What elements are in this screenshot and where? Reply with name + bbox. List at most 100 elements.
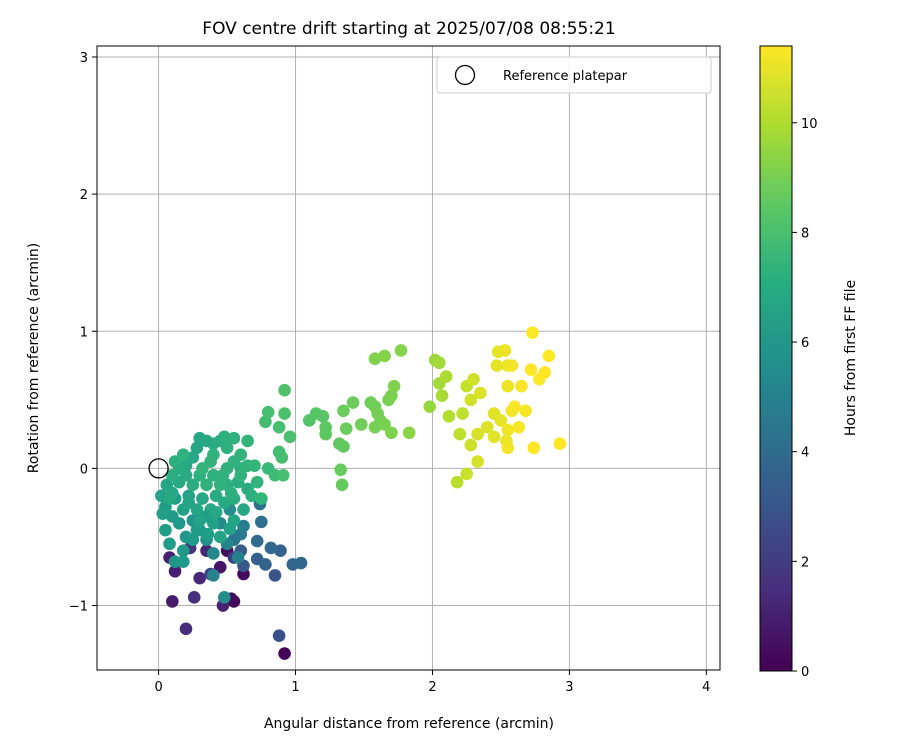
x-tick-label: 3: [565, 680, 573, 695]
scatter-point: [423, 400, 437, 413]
scatter-point: [166, 595, 179, 608]
scatter-point: [319, 427, 332, 441]
scatter-point: [259, 558, 272, 571]
scatter-point: [439, 370, 453, 383]
scatter-point: [237, 503, 250, 516]
scatter-point: [223, 522, 237, 536]
scatter-point: [231, 551, 245, 564]
scatter-point: [512, 420, 526, 434]
scatter-point: [196, 492, 209, 505]
scatter-point: [201, 527, 215, 541]
scatter-point: [241, 434, 254, 448]
y-tick-label: 3: [80, 51, 88, 66]
scatter-point: [186, 533, 200, 547]
scatter-point: [207, 569, 220, 582]
scatter-point: [505, 359, 519, 372]
colorbar-tick-label: 4: [801, 446, 809, 461]
scatter-point: [453, 427, 467, 441]
x-tick-label: 2: [428, 680, 436, 695]
scatter-point: [480, 420, 494, 434]
scatter-point: [354, 418, 368, 431]
scatter-point: [515, 379, 528, 393]
scatter-point: [464, 438, 478, 452]
y-tick-label: 1: [80, 325, 88, 340]
scatter-point: [464, 393, 478, 407]
scatter-point: [176, 448, 190, 461]
scatter-point: [234, 468, 248, 482]
scatter-point: [193, 514, 206, 527]
scatter-point: [498, 344, 512, 357]
y-tick-label: −1: [69, 600, 88, 615]
scatter-point: [213, 478, 227, 492]
scatter-point: [168, 564, 182, 578]
scatter-point: [508, 400, 521, 413]
scatter-point: [460, 467, 473, 481]
colorbar-tick-label: 10: [801, 117, 818, 132]
colorbar-gradient: [759, 45, 793, 672]
scatter-point: [487, 430, 501, 444]
scatter-point: [394, 344, 408, 357]
scatter-point: [159, 523, 172, 537]
scatter-point: [385, 389, 398, 403]
scatter-point: [538, 366, 552, 379]
scatter-point: [255, 515, 268, 529]
chart-title: FOV centre drift starting at 2025/07/08 …: [202, 19, 615, 39]
scatter-point: [218, 496, 231, 509]
scatter-point: [193, 431, 206, 445]
scatter-point: [316, 409, 330, 423]
scatter-point: [435, 389, 449, 403]
scatter-point: [163, 537, 176, 551]
x-axis-label: Angular distance from reference (arcmin): [264, 716, 554, 732]
scatter-point: [166, 510, 179, 523]
scatter-point: [471, 427, 484, 441]
scatter-point: [490, 359, 504, 372]
scatter-point: [213, 530, 227, 544]
scatter-point: [166, 468, 179, 482]
scatter-point: [274, 544, 287, 557]
scatter-point: [248, 459, 261, 472]
scatter-point: [402, 426, 416, 440]
scatter-point: [278, 647, 291, 660]
scatter-point: [207, 547, 220, 560]
scatter-point: [255, 492, 268, 505]
scatter-point: [216, 468, 230, 482]
x-tick-label: 0: [154, 680, 162, 695]
scatter-point: [272, 629, 286, 643]
scatter-point: [187, 591, 201, 604]
scatter-point: [250, 534, 264, 548]
colorbar-tick-label: 0: [801, 665, 809, 680]
scatter-point: [218, 430, 231, 444]
scatter-point: [337, 440, 350, 453]
scatter-point: [283, 430, 297, 444]
scatter-point: [261, 405, 275, 419]
colorbar-ticks: 0 2 4 6 8 10: [792, 117, 818, 680]
scatter-point: [385, 426, 398, 440]
colorbar-tick-label: 8: [801, 226, 809, 241]
scatter-point: [278, 383, 291, 397]
scatter-point: [268, 569, 282, 582]
legend: Reference platepar: [436, 56, 712, 94]
scatter-point: [207, 468, 220, 482]
scatter-point: [368, 352, 382, 365]
scatter-point: [250, 475, 264, 489]
scatter-point: [501, 423, 515, 437]
legend-box: [436, 56, 712, 94]
scatter-point: [467, 372, 480, 386]
data-points: [155, 326, 567, 660]
plot-frame: [96, 45, 721, 671]
scatter-point: [224, 486, 238, 500]
scatter-point: [190, 523, 204, 537]
scatter-point: [218, 591, 231, 604]
scatter-point: [245, 489, 259, 503]
scatter-point: [387, 379, 401, 393]
scatter-point: [474, 386, 487, 400]
scatter-point: [501, 441, 515, 455]
colorbar-label: Hours from first FF file: [843, 280, 859, 436]
scatter-point: [501, 379, 515, 393]
colorbar: 0 2 4 6 8 10 Hours from first FF file: [759, 45, 859, 680]
scatter-point: [176, 544, 190, 557]
scatter-point: [335, 478, 349, 492]
scatter-point: [368, 420, 382, 434]
scatter-point: [471, 455, 484, 468]
